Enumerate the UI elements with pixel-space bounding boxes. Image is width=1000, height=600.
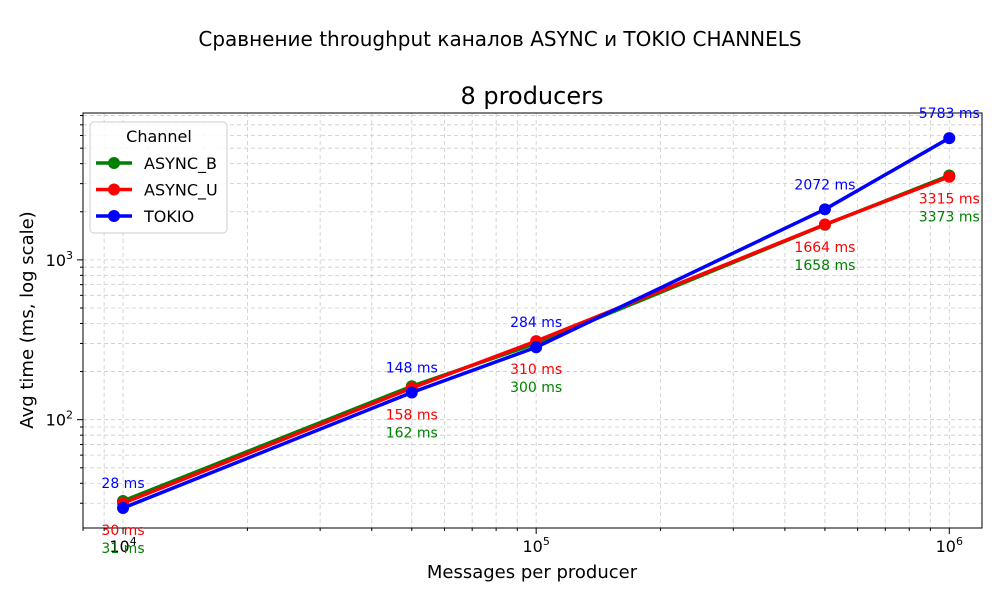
legend-title: Channel: [126, 127, 192, 146]
data-label-tokio: 284 ms: [510, 315, 562, 331]
data-label-tokio: 2072 ms: [794, 177, 855, 193]
data-label-tokio: 5783 ms: [919, 106, 980, 122]
legend-marker: [108, 210, 120, 222]
data-label-async-b: 31 ms: [101, 541, 144, 557]
y-tick-label: 102: [46, 409, 73, 430]
legend-box: [89, 121, 228, 234]
legend-marker: [108, 157, 120, 169]
series: [117, 132, 956, 515]
legend-entries: ASYNC_B ASYNC_U TOKIO: [96, 154, 218, 226]
legend-entry-tokio: TOKIO: [96, 207, 194, 226]
x-tick-label: 106: [936, 535, 963, 556]
data-label-tokio: 148 ms: [386, 360, 438, 376]
legend: Channel ASYNC_B ASYNC_U TOKIO: [89, 121, 228, 234]
legend-entry-async-b: ASYNC_B: [96, 154, 217, 174]
data-point: [818, 218, 831, 231]
figure-title: Сравнение throughput каналов ASYNC и TOK…: [198, 27, 801, 51]
data-label-async-b: 300 ms: [510, 380, 562, 396]
legend-label: ASYNC_U: [144, 181, 218, 201]
chart-title: 8 producers: [461, 82, 604, 110]
data-label-async-b: 1658 ms: [794, 258, 855, 274]
x-tick-label: 105: [522, 535, 549, 556]
data-label-async-u: 310 ms: [510, 362, 562, 378]
data-label-async-u: 158 ms: [386, 407, 438, 423]
y-tick-label: 103: [46, 249, 73, 270]
data-point: [943, 170, 956, 183]
data-label-tokio: 28 ms: [101, 476, 144, 492]
y-axis-label: Avg time (ms, log scale): [17, 211, 38, 428]
data-label-async-u: 30 ms: [101, 523, 144, 539]
data-label-async-u: 3315 ms: [919, 192, 980, 208]
data-point: [530, 341, 543, 354]
legend-entry-async-u: ASYNC_U: [96, 181, 218, 201]
ticks: 104 105 106 102 103: [46, 115, 963, 556]
series-tokio: [117, 132, 956, 515]
data-label-async-b: 162 ms: [386, 425, 438, 441]
legend-marker: [108, 183, 120, 196]
data-label-async-u: 1664 ms: [794, 240, 855, 256]
data-point: [943, 132, 956, 145]
plot-area: [82, 112, 983, 529]
data-point: [818, 203, 831, 216]
data-label-async-b: 3373 ms: [919, 210, 980, 226]
data-point: [405, 386, 418, 399]
legend-label: TOKIO: [143, 207, 194, 226]
legend-label: ASYNC_B: [144, 154, 217, 174]
x-tick-label: 104: [109, 535, 136, 556]
x-axis-label: Messages per producer: [427, 562, 638, 583]
data-labels: 28 ms 30 ms 31 ms 148 ms 158 ms 162 ms 284 ms 3…: [101, 106, 979, 557]
grid: [82, 113, 982, 528]
data-point: [117, 502, 130, 515]
